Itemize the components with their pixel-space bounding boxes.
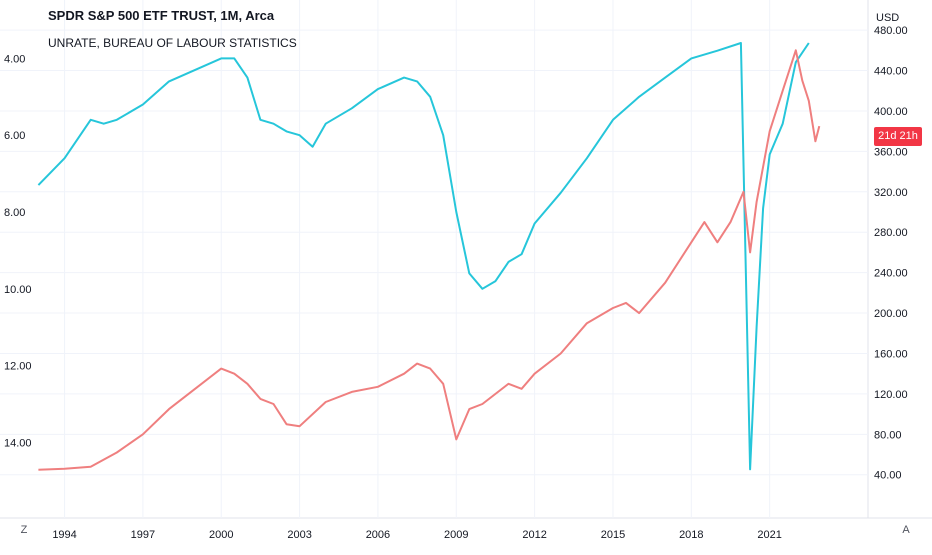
zoom-button[interactable]: Z <box>20 524 28 536</box>
chart-title: SPDR S&P 500 ETF TRUST, 1M, Arca <box>48 8 275 23</box>
left-tick-label: 14.00 <box>4 437 32 449</box>
right-tick-label: 200.00 <box>874 308 908 320</box>
right-tick-label: 240.00 <box>874 268 908 280</box>
series-line-1 <box>38 49 821 471</box>
x-tick-label: 2003 <box>287 529 311 541</box>
left-tick-label: 10.00 <box>4 284 32 296</box>
x-tick-label: 1997 <box>131 529 155 541</box>
x-tick-label: 1994 <box>52 529 76 541</box>
right-tick-label: 360.00 <box>874 146 908 158</box>
countdown-badge: 21d 21h <box>874 127 922 146</box>
chart-subtitle: UNRATE, BUREAU OF LABOUR STATISTICS <box>48 36 297 50</box>
right-tick-label: 480.00 <box>874 25 908 37</box>
right-axis-title: USD <box>876 12 899 24</box>
auto-scale-button[interactable]: A <box>902 524 910 536</box>
x-tick-label: 2009 <box>444 529 468 541</box>
x-tick-label: 2018 <box>679 529 703 541</box>
x-tick-label: 2012 <box>522 529 546 541</box>
right-tick-label: 280.00 <box>874 227 908 239</box>
x-tick-label: 2015 <box>601 529 625 541</box>
right-tick-label: 120.00 <box>874 389 908 401</box>
left-tick-label: 4.00 <box>4 53 25 65</box>
x-tick-label: 2006 <box>366 529 390 541</box>
series-line-0 <box>37 42 810 471</box>
right-tick-label: 80.00 <box>874 429 902 441</box>
right-tick-label: 160.00 <box>874 348 908 360</box>
left-tick-label: 8.00 <box>4 207 25 219</box>
x-tick-label: 2000 <box>209 529 233 541</box>
left-tick-label: 6.00 <box>4 130 25 142</box>
right-tick-label: 440.00 <box>874 66 908 78</box>
right-tick-label: 320.00 <box>874 187 908 199</box>
right-tick-label: 400.00 <box>874 106 908 118</box>
right-tick-label: 40.00 <box>874 470 902 482</box>
left-tick-label: 12.00 <box>4 361 32 373</box>
x-tick-label: 2021 <box>757 529 781 541</box>
